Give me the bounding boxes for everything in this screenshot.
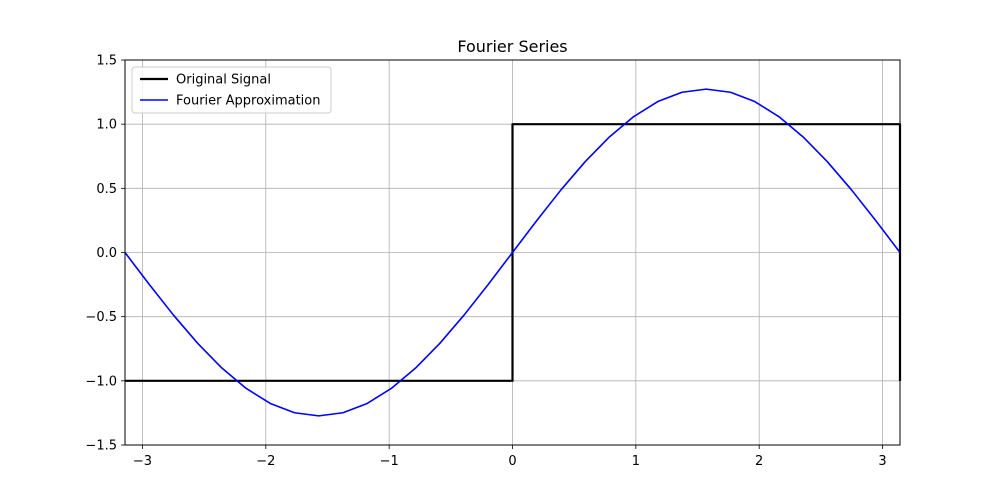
- x-tick-label: −3: [133, 454, 152, 469]
- y-tick-label: −0.5: [85, 310, 117, 325]
- x-tick-label: 1: [632, 454, 640, 469]
- legend-label: Original Signal: [176, 73, 271, 88]
- y-tick-label: 0.5: [96, 182, 117, 197]
- x-tick-label: −2: [256, 454, 275, 469]
- y-tick-label: 1.5: [96, 54, 117, 69]
- x-tick-label: −1: [380, 454, 399, 469]
- y-tick-label: 1.0: [96, 118, 117, 133]
- series-line-2: [124, 88, 901, 417]
- chart-title: Fourier Series: [457, 37, 567, 56]
- x-tick-label: 2: [755, 454, 763, 469]
- x-tick-label: 0: [508, 454, 516, 469]
- legend-box: [131, 66, 332, 114]
- legend-label: Fourier Approximation: [176, 94, 321, 109]
- y-tick-label: −1.5: [85, 439, 117, 454]
- y-tick-label: 0.0: [96, 246, 117, 261]
- y-tick-label: −1.0: [85, 374, 117, 389]
- ticks: −3 −2 −1 0 1 2 3 −1.5 −1.0 −0.5 0.0 0.5 1.0 1.5: [85, 54, 886, 470]
- legend: Original Signal Fourier Approximation: [131, 66, 332, 114]
- x-tick-label: 3: [878, 454, 886, 469]
